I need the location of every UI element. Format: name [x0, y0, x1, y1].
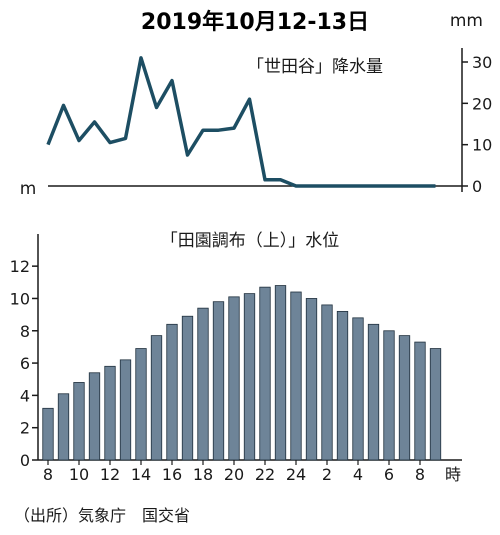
water-level-bar — [336, 310, 349, 461]
rainfall-unit-label: mm — [450, 11, 483, 31]
water-level-bar — [57, 393, 70, 461]
water-level-bar — [135, 348, 147, 461]
rainfall-chart: mm 「世田谷」降水量 0 10 20 30 m — [20, 11, 493, 199]
water-level-bar — [119, 359, 132, 461]
rainfall-y-ticks: 0 10 20 30 — [462, 53, 492, 196]
water-level-bar — [73, 382, 85, 461]
water-level-bar — [88, 372, 101, 461]
water-level-bar — [429, 348, 442, 461]
water-level-x-tick-label: 12 — [100, 465, 120, 484]
water-level-bar — [212, 301, 225, 461]
water-level-bar — [181, 315, 194, 461]
water-level-y-tick-label: 0 — [20, 451, 30, 470]
water-level-y-ticks: 0 2 4 6 8 10 12 — [10, 257, 38, 470]
water-level-bar — [367, 323, 380, 461]
water-level-bar — [321, 304, 333, 461]
water-level-y-tick-label: 4 — [20, 386, 30, 405]
water-level-bar — [383, 330, 395, 461]
water-level-x-tick-label: 8 — [415, 465, 425, 484]
rainfall-y-tick-label: 10 — [472, 136, 492, 155]
water-level-x-ticks: 8 10 12 14 16 18 20 22 24 2 4 6 8 — [43, 460, 425, 484]
source-note: （出所）気象庁 国交省 — [14, 506, 190, 525]
water-level-bar — [352, 317, 364, 461]
water-level-bar — [150, 335, 163, 461]
water-level-bar — [414, 341, 426, 461]
water-level-x-tick-label: 16 — [162, 465, 182, 484]
water-level-y-tick-label: 2 — [20, 419, 30, 438]
water-level-title: 「田園調布（上）」水位 — [161, 231, 340, 251]
water-level-bar — [166, 323, 178, 461]
water-level-x-tick-label: 8 — [43, 465, 53, 484]
x-unit-label: 時 — [445, 465, 461, 484]
rainfall-series-line — [46, 56, 436, 188]
water-level-bar — [259, 286, 271, 461]
water-level-x-tick-label: 2 — [322, 465, 332, 484]
rainfall-title: 「世田谷」降水量 — [247, 57, 383, 77]
water-level-bar — [305, 298, 318, 461]
water-level-bars — [42, 285, 442, 461]
figure-title: 2019年10月12-13日 — [141, 9, 369, 35]
water-level-bar — [398, 335, 411, 461]
rainfall-y-tick-label: 20 — [472, 94, 492, 113]
water-level-x-tick-label: 6 — [384, 465, 394, 484]
water-level-x-tick-label: 24 — [286, 465, 306, 484]
rainfall-y-tick-label: 0 — [472, 177, 482, 196]
water-level-bar — [228, 296, 240, 461]
water-level-x-tick-label: 22 — [255, 465, 275, 484]
water-level-x-tick-label: 4 — [353, 465, 363, 484]
water-level-x-tick-label: 18 — [193, 465, 213, 484]
water-level-bar — [104, 365, 116, 461]
water-level-y-tick-label: 12 — [10, 257, 30, 276]
water-level-x-tick-label: 20 — [224, 465, 244, 484]
water-level-y-tick-label: 8 — [20, 322, 30, 341]
rainfall-y-tick-label: 30 — [472, 53, 492, 72]
water-level-y-tick-label: 6 — [20, 354, 30, 373]
water-level-x-tick-label: 14 — [131, 465, 151, 484]
water-level-bar — [274, 285, 287, 461]
water-level-x-tick-label: 10 — [69, 465, 89, 484]
water-level-bar — [290, 291, 302, 461]
water-level-unit-label: m — [20, 179, 37, 199]
water-level-bar — [243, 293, 256, 461]
water-level-y-tick-label: 10 — [10, 289, 30, 308]
water-level-bar — [42, 407, 54, 461]
water-level-bar — [197, 307, 209, 461]
